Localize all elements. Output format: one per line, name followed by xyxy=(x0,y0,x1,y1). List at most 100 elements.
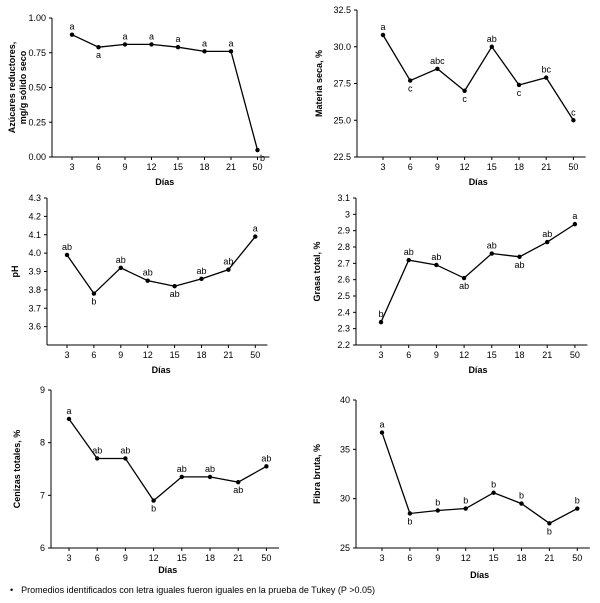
significance-letter: a xyxy=(96,50,101,60)
data-point xyxy=(64,252,70,258)
significance-letter: ab xyxy=(205,464,215,474)
data-point xyxy=(406,257,411,263)
data-point xyxy=(255,147,260,153)
x-axis-title: Días xyxy=(469,177,488,187)
x-tick-label: 15 xyxy=(173,162,183,172)
significance-letter: a xyxy=(253,224,258,234)
data-point xyxy=(519,501,524,506)
y-tick-label: 0.75 xyxy=(28,48,46,58)
significance-letter: c xyxy=(517,88,522,98)
y-axis-title: Azúcares reductores,mg/g sólido seco xyxy=(7,42,28,134)
significance-letter: ab xyxy=(487,241,497,251)
significance-letter: ab xyxy=(62,242,72,252)
x-tick-label: 21 xyxy=(233,553,243,563)
x-tick-label: 18 xyxy=(205,553,215,563)
y-tick-label: 1.00 xyxy=(28,13,46,23)
x-tick-label: 50 xyxy=(252,162,262,172)
y-axis-title: Cenizas totales, % xyxy=(12,430,22,509)
x-tick-label: 3 xyxy=(379,553,384,563)
significance-letter: a xyxy=(228,38,233,48)
significance-letter: ab xyxy=(196,266,206,276)
significance-letter: ab xyxy=(177,464,187,474)
data-point xyxy=(95,456,100,461)
footnote: • Promedios identificados con letra igual… xyxy=(10,585,375,595)
significance-letter: b xyxy=(407,516,412,526)
significance-letter: a xyxy=(69,22,74,32)
significance-letter: a xyxy=(149,31,154,41)
significance-letter: b xyxy=(260,153,265,163)
series-line xyxy=(66,236,256,295)
x-axis-title: Días xyxy=(152,365,171,375)
data-point xyxy=(175,44,181,50)
significance-letter: a xyxy=(66,406,71,416)
data-point xyxy=(226,267,231,272)
data-point xyxy=(145,278,150,283)
y-tick-label: 7 xyxy=(40,490,45,500)
chart-panel-1: 0.00 0.25 0.50 0.75 1.00 3 6 9 12 15 18 21 50 Días Azú… xyxy=(7,13,270,187)
y-tick-label: 2.9 xyxy=(337,226,350,236)
significance-letter: b xyxy=(575,496,580,506)
significance-letter: ab xyxy=(261,453,271,463)
significance-letter: c xyxy=(408,84,413,94)
significance-letter: ab xyxy=(487,34,497,44)
significance-letter: b xyxy=(519,491,524,501)
x-tick-label: 3 xyxy=(66,553,71,563)
x-tick-label: 18 xyxy=(514,350,524,360)
y-tick-label: 2.2 xyxy=(337,340,350,350)
y-axis-title: Materia seca, % xyxy=(314,50,324,117)
significance-letter: a xyxy=(380,22,385,32)
significance-letter: a xyxy=(202,38,207,48)
significance-letter: b xyxy=(378,309,383,319)
y-tick-label: 0.50 xyxy=(28,83,46,93)
y-tick-label: 3.7 xyxy=(28,303,41,313)
x-tick-label: 15 xyxy=(487,162,497,172)
x-tick-label: 15 xyxy=(487,350,497,360)
y-tick-label: 40 xyxy=(340,395,350,405)
x-tick-label: 3 xyxy=(380,162,385,172)
y-tick-label: 0.00 xyxy=(28,152,46,162)
series-line xyxy=(380,223,576,323)
x-tick-label: 50 xyxy=(568,162,578,172)
data-point xyxy=(489,251,494,256)
series-line xyxy=(68,418,267,502)
x-tick-label: 15 xyxy=(177,553,187,563)
significance-letter: bc xyxy=(541,65,551,75)
y-tick-label: 2.5 xyxy=(337,291,350,301)
data-point xyxy=(435,508,440,513)
significance-letter: b xyxy=(547,526,552,536)
data-point xyxy=(69,32,75,37)
y-tick-label: 4.3 xyxy=(28,193,41,203)
significance-letter: c xyxy=(462,94,467,104)
y-tick-label: 32.5 xyxy=(333,5,351,15)
y-tick-label: 30.0 xyxy=(333,42,351,52)
significance-letter: c xyxy=(571,107,576,117)
y-axis-title-line: Grasa total, % xyxy=(312,241,322,301)
data-point xyxy=(408,78,413,83)
significance-letter: a xyxy=(122,31,127,41)
significance-letter: ab xyxy=(514,260,524,270)
footnote-bullet: • xyxy=(10,585,14,595)
data-point xyxy=(461,275,467,281)
significance-letter: ab xyxy=(116,255,126,265)
y-tick-label: 3.1 xyxy=(337,193,350,203)
data-point xyxy=(547,521,552,526)
y-axis-title-line: pH xyxy=(10,266,20,278)
y-tick-label: 8 xyxy=(40,438,45,448)
y-tick-label: 2.8 xyxy=(337,242,350,252)
data-point xyxy=(179,474,184,480)
data-point xyxy=(236,479,241,485)
data-point xyxy=(172,284,177,289)
x-tick-label: 6 xyxy=(96,162,101,172)
significance-letter: b xyxy=(463,496,468,506)
x-tick-label: 6 xyxy=(407,553,412,563)
x-tick-label: 18 xyxy=(196,350,206,360)
x-tick-label: 9 xyxy=(435,553,440,563)
data-point xyxy=(122,42,128,47)
footnote-text: Promedios identificados con letra iguale… xyxy=(21,585,375,595)
y-tick-label: 9 xyxy=(40,385,45,395)
x-tick-label: 6 xyxy=(408,162,413,172)
data-point xyxy=(575,506,580,511)
x-tick-label: 9 xyxy=(123,553,128,563)
data-point xyxy=(253,234,258,239)
